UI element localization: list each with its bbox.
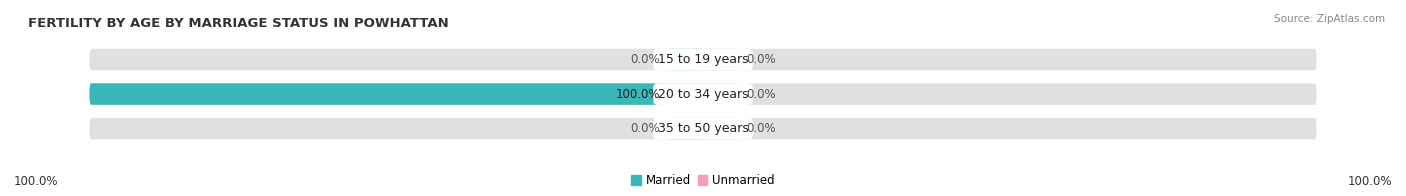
Text: Source: ZipAtlas.com: Source: ZipAtlas.com	[1274, 14, 1385, 24]
FancyBboxPatch shape	[669, 49, 703, 70]
FancyBboxPatch shape	[703, 49, 737, 70]
FancyBboxPatch shape	[669, 118, 703, 139]
Text: 35 to 50 years: 35 to 50 years	[658, 122, 748, 135]
Text: 20 to 34 years: 20 to 34 years	[658, 88, 748, 101]
FancyBboxPatch shape	[90, 118, 1316, 139]
FancyBboxPatch shape	[90, 83, 703, 105]
Text: 0.0%: 0.0%	[630, 122, 659, 135]
Text: 0.0%: 0.0%	[747, 53, 776, 66]
FancyBboxPatch shape	[90, 83, 1316, 105]
Text: FERTILITY BY AGE BY MARRIAGE STATUS IN POWHATTAN: FERTILITY BY AGE BY MARRIAGE STATUS IN P…	[28, 17, 449, 30]
Text: 0.0%: 0.0%	[747, 88, 776, 101]
FancyBboxPatch shape	[703, 118, 737, 139]
Text: 0.0%: 0.0%	[747, 122, 776, 135]
FancyBboxPatch shape	[90, 49, 1316, 70]
Text: 15 to 19 years: 15 to 19 years	[658, 53, 748, 66]
Text: 0.0%: 0.0%	[630, 53, 659, 66]
FancyBboxPatch shape	[703, 83, 737, 105]
Text: 100.0%: 100.0%	[14, 175, 59, 188]
Text: 100.0%: 100.0%	[1347, 175, 1392, 188]
Legend: Married, Unmarried: Married, Unmarried	[627, 169, 779, 192]
Text: 100.0%: 100.0%	[616, 88, 659, 101]
